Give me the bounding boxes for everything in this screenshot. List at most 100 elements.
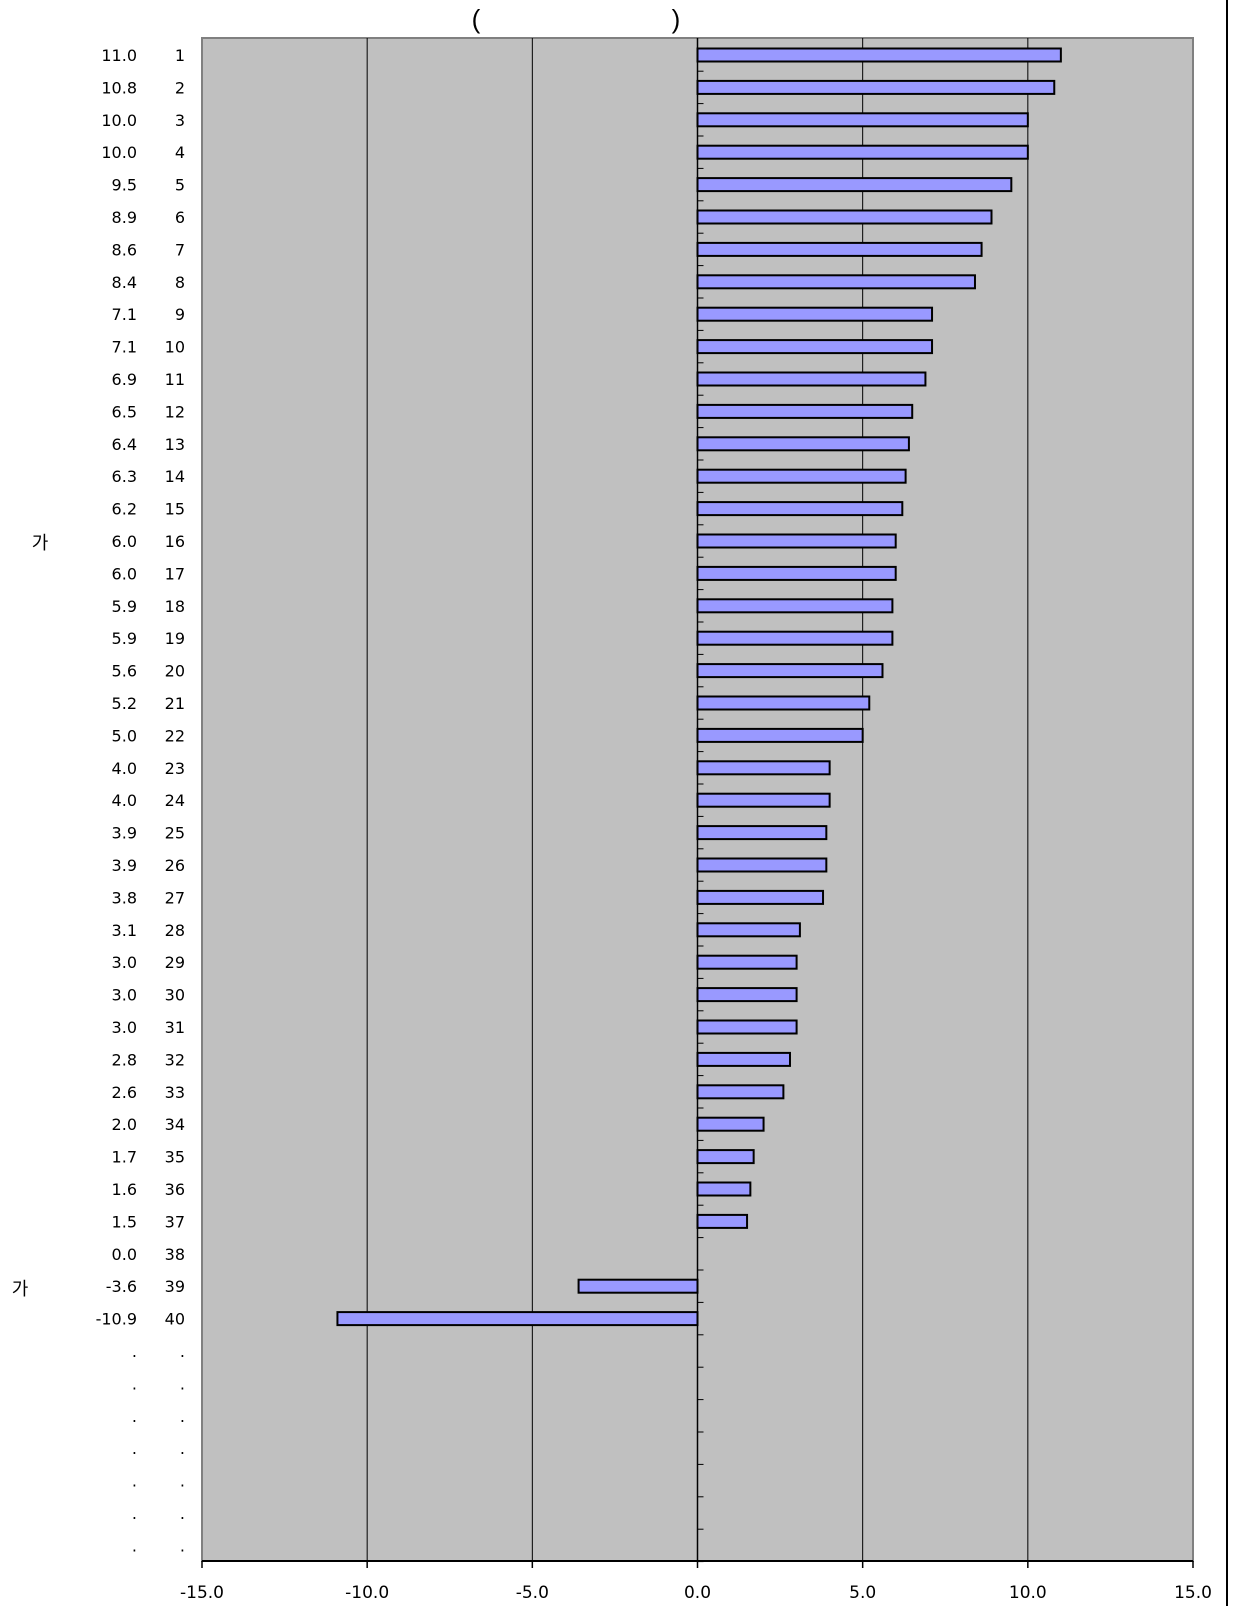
rank-label: 13 — [165, 435, 185, 454]
rank-label: 36 — [165, 1180, 185, 1199]
value-label: 2.0 — [112, 1115, 137, 1134]
value-label: 3.0 — [112, 953, 137, 972]
value-label: 10.0 — [101, 143, 137, 162]
bar — [696, 1116, 765, 1132]
rank-label: 8 — [175, 273, 185, 292]
rank-label: 11 — [165, 370, 185, 389]
value-label: . — [132, 1472, 137, 1491]
value-label: . — [132, 1439, 137, 1458]
bar — [696, 1149, 755, 1165]
bar — [696, 857, 828, 873]
value-label: 9.5 — [112, 176, 137, 195]
side-label-top: 가 — [32, 533, 49, 553]
rank-label: 24 — [165, 791, 185, 810]
rank-label: 39 — [165, 1277, 185, 1296]
rank-label: 16 — [165, 532, 185, 551]
value-label: 6.0 — [112, 532, 137, 551]
value-label: 3.0 — [112, 1018, 137, 1037]
rank-label: . — [180, 1407, 185, 1426]
rank-label: 10 — [165, 338, 185, 357]
bar — [696, 339, 934, 355]
x-tick-label: 15.0 — [1174, 1583, 1212, 1603]
bar — [696, 792, 831, 808]
rank-label: 7 — [175, 240, 185, 259]
value-label: 10.0 — [101, 111, 137, 130]
value-label: 5.9 — [112, 597, 137, 616]
bar — [696, 1051, 791, 1067]
bar — [696, 565, 897, 581]
bar — [696, 630, 894, 646]
value-label: 10.8 — [101, 78, 137, 97]
rank-label: . — [180, 1342, 185, 1361]
bar — [696, 241, 983, 257]
bar — [696, 954, 798, 970]
bar — [696, 727, 864, 743]
rank-label: 22 — [165, 726, 185, 745]
rank-label: 29 — [165, 953, 185, 972]
bar — [336, 1311, 699, 1327]
bar — [696, 79, 1056, 95]
bar — [696, 1213, 749, 1229]
rank-label: 17 — [165, 564, 185, 583]
rank-label: 19 — [165, 629, 185, 648]
rank-label: 4 — [175, 143, 185, 162]
axis-ticks: -15.0 -10.0 -5.0 0.0 5.0 10.0 15.0 — [180, 38, 1212, 1603]
value-label: 1.7 — [112, 1148, 137, 1167]
bar — [696, 403, 914, 419]
row-labels: 11.0 110.8 210.0 310.0 49.5 58.9 68.6 78.4 87.1 9… — [96, 46, 185, 1555]
value-label: 0.0 — [112, 1245, 137, 1264]
rank-label: 9 — [175, 305, 185, 324]
bar — [696, 695, 871, 711]
rank-label: 34 — [165, 1115, 185, 1134]
rank-label: . — [180, 1374, 185, 1393]
rank-label: 2 — [175, 78, 185, 97]
bar — [696, 371, 927, 387]
rank-label: 20 — [165, 662, 185, 681]
value-label: . — [132, 1536, 137, 1555]
value-label: 6.5 — [112, 402, 137, 421]
bars — [336, 47, 1062, 1327]
rank-label: 6 — [175, 208, 185, 227]
rank-label: 26 — [165, 856, 185, 875]
x-tick-label: -10.0 — [345, 1583, 389, 1603]
rank-label: 40 — [165, 1310, 185, 1329]
rank-label: 31 — [165, 1018, 185, 1037]
bar — [696, 274, 976, 290]
bar — [696, 598, 894, 614]
bar — [696, 306, 934, 322]
value-label: 8.4 — [112, 273, 137, 292]
bar — [577, 1278, 699, 1294]
rank-label: 14 — [165, 467, 185, 486]
rank-label: 15 — [165, 500, 185, 519]
rank-label: 5 — [175, 176, 185, 195]
bar — [696, 825, 828, 841]
value-label: . — [132, 1374, 137, 1393]
value-label: 4.0 — [112, 791, 137, 810]
bar — [696, 468, 907, 484]
bar — [696, 501, 904, 517]
rank-label: . — [180, 1504, 185, 1523]
value-label: 4.0 — [112, 759, 137, 778]
bar — [696, 987, 798, 1003]
rank-label: 28 — [165, 921, 185, 940]
value-label: -10.9 — [96, 1310, 137, 1329]
rank-label: 32 — [165, 1050, 185, 1069]
x-tick-label: 0.0 — [684, 1583, 711, 1603]
rank-label: 27 — [165, 888, 185, 907]
title-close-paren: ) — [672, 4, 681, 34]
title-open-paren: ( — [472, 4, 481, 34]
rank-label: 38 — [165, 1245, 185, 1264]
bar — [696, 760, 831, 776]
value-label: 5.0 — [112, 726, 137, 745]
x-tick-label: -5.0 — [516, 1583, 549, 1603]
rank-label: . — [180, 1439, 185, 1458]
bar — [696, 112, 1029, 128]
bar — [696, 1084, 785, 1100]
value-label: 1.5 — [112, 1212, 137, 1231]
value-label: 5.9 — [112, 629, 137, 648]
value-label: . — [132, 1342, 137, 1361]
rank-label: 21 — [165, 694, 185, 713]
rank-label: . — [180, 1472, 185, 1491]
value-label: 3.8 — [112, 888, 137, 907]
